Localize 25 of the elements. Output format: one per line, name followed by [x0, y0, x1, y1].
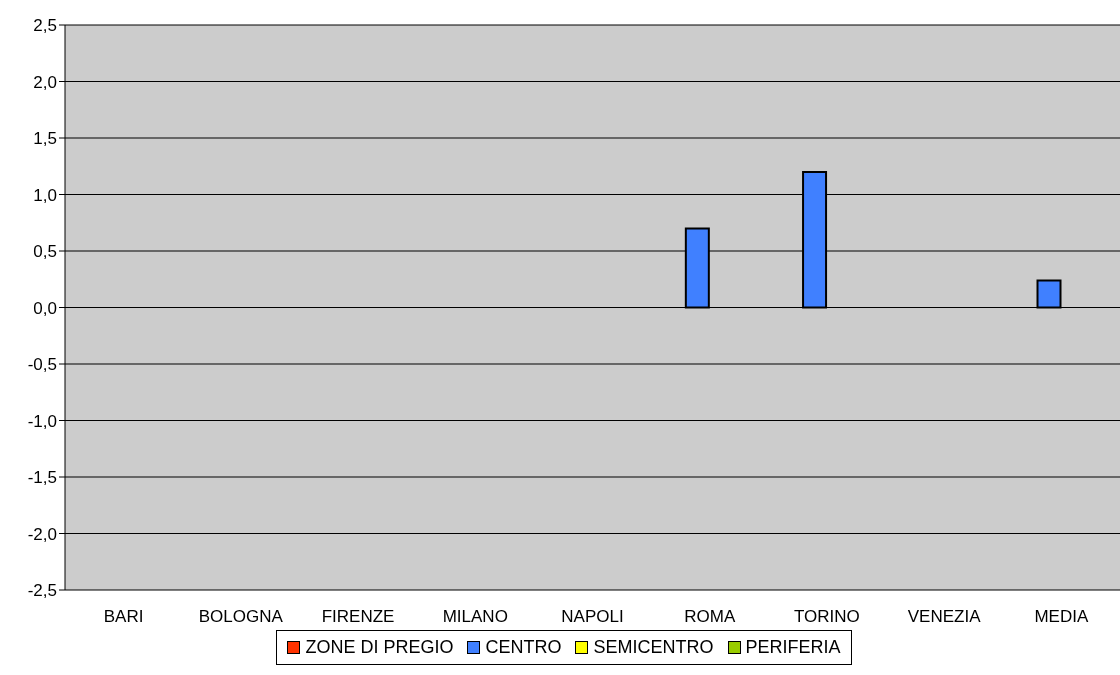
- y-tick-label: 1,0: [33, 185, 57, 205]
- x-tick-label: NAPOLI: [561, 607, 624, 627]
- legend-label: PERIFERIA: [744, 637, 841, 658]
- y-tick-label: 1,5: [33, 129, 57, 149]
- x-tick-label: TORINO: [794, 607, 860, 627]
- x-tick-label: MEDIA: [1034, 607, 1089, 627]
- x-tick-label: BARI: [103, 607, 144, 627]
- legend-label: SEMICENTRO: [592, 637, 714, 658]
- y-tick-label: 2,5: [33, 16, 57, 36]
- x-tick-label: BOLOGNA: [198, 607, 284, 627]
- x-tick-label: MILANO: [442, 607, 508, 627]
- legend-label: ZONE DI PREGIO: [304, 637, 454, 658]
- legend-label: CENTRO: [484, 637, 562, 658]
- y-tick-label: 0,0: [33, 298, 57, 318]
- y-tick-label: 0,5: [33, 242, 57, 262]
- y-tick-label: -0,5: [27, 355, 57, 375]
- y-tick-label: -2,5: [27, 581, 57, 601]
- y-tick-label: 2,0: [33, 72, 57, 92]
- x-tick-label: ROMA: [684, 607, 736, 627]
- y-tick-label: -2,0: [27, 524, 57, 544]
- y-tick-label: -1,5: [27, 468, 57, 488]
- x-tick-label: VENEZIA: [907, 607, 982, 627]
- x-tick-label: FIRENZE: [321, 607, 395, 627]
- bar: [1036, 279, 1062, 309]
- y-tick-label: -1,0: [27, 411, 57, 431]
